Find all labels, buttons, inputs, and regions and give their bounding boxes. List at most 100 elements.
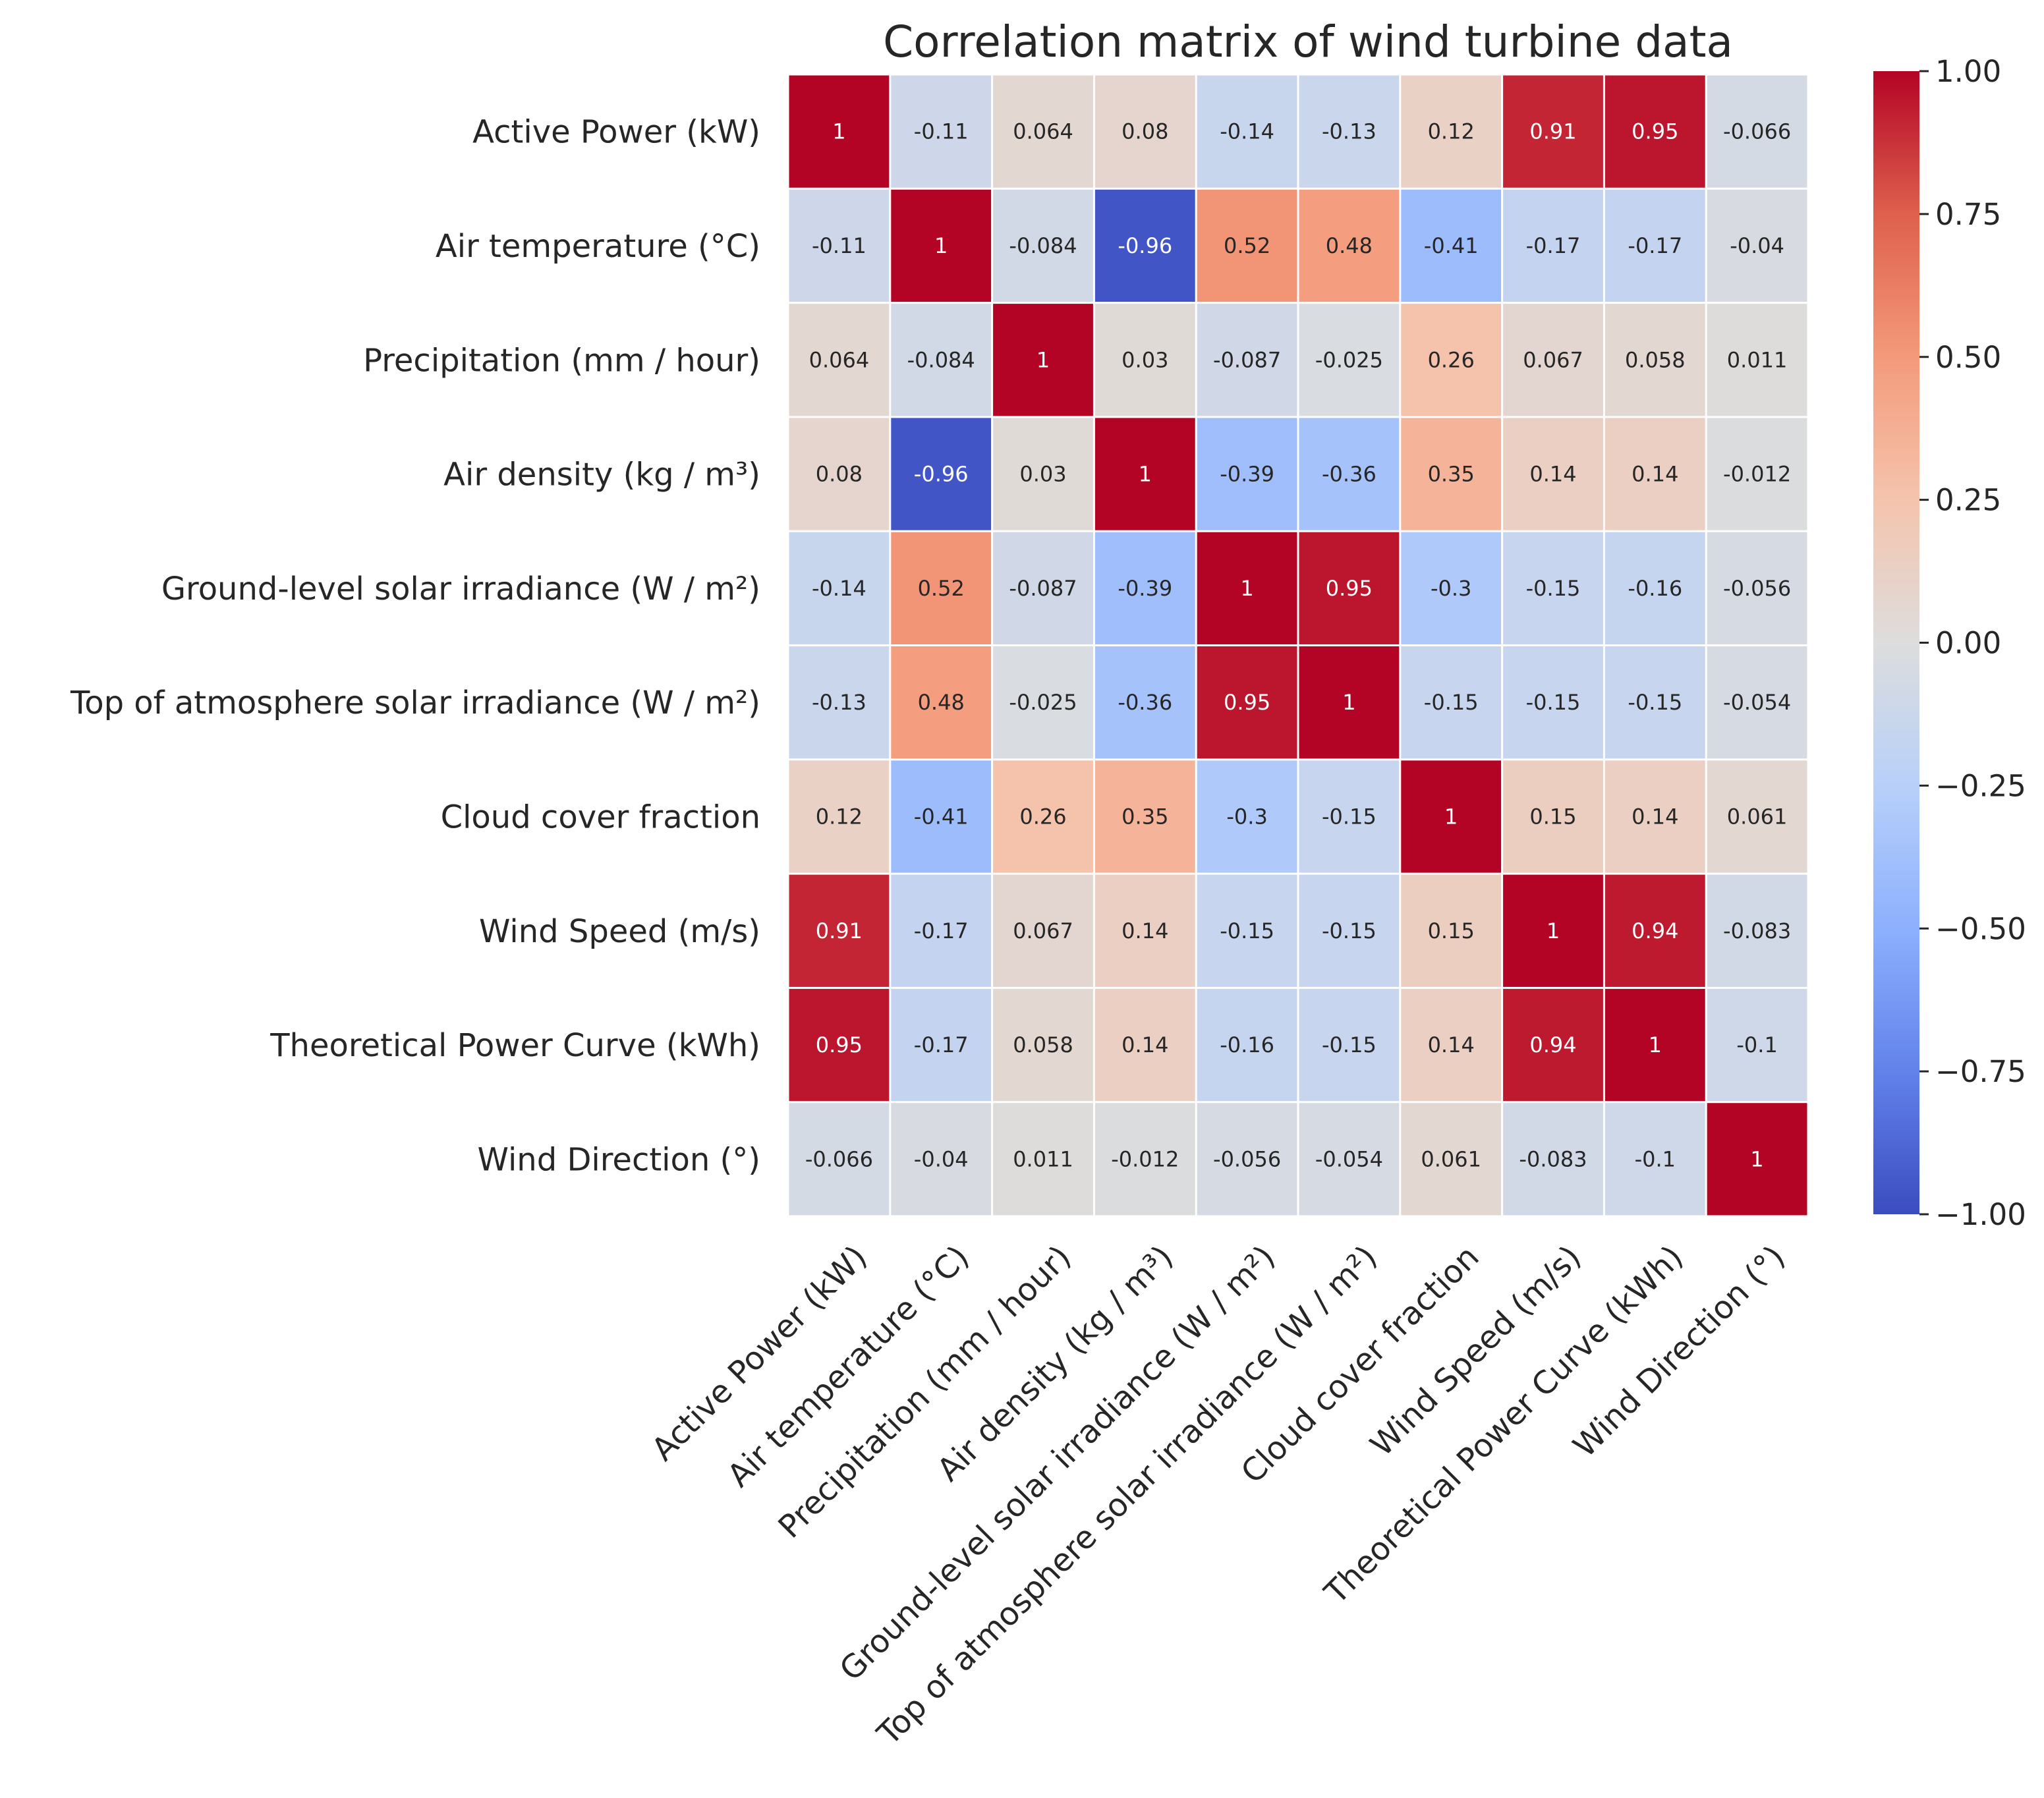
y-tick-label: Precipitation (mm / hour) (363, 342, 760, 379)
heatmap-cell (1503, 418, 1603, 530)
cell-value-label: 0.08 (816, 462, 863, 487)
heatmap-cell (1707, 75, 1807, 188)
cell-value-label: -0.17 (1526, 233, 1581, 258)
cell-value-label: 1 (1547, 918, 1560, 943)
cell-value-label: -0.15 (1424, 690, 1479, 715)
heatmap-cell (1707, 1103, 1807, 1216)
cell-value-label: 0.067 (1013, 918, 1073, 943)
y-tick-label: Air temperature (°C) (436, 228, 760, 265)
heatmap-cell (891, 75, 992, 188)
heatmap-cell (1299, 532, 1400, 644)
cell-value-label: 0.35 (1121, 804, 1168, 829)
heatmap-cell (1604, 646, 1705, 759)
heatmap-cell (1604, 988, 1705, 1102)
cell-value-label: -0.025 (1009, 690, 1077, 715)
colorbar-tick-label: −0.50 (1935, 911, 2026, 946)
heatmap-cell (1094, 988, 1195, 1102)
cell-value-label: -0.1 (1736, 1032, 1777, 1057)
cell-value-label: -0.066 (1723, 119, 1791, 144)
cell-value-label: -0.012 (1111, 1146, 1179, 1171)
heatmap-cell (789, 532, 890, 644)
cell-value-label: -0.11 (812, 233, 866, 258)
heatmap-cell (993, 189, 1093, 302)
heatmap-cell (789, 1103, 890, 1216)
cell-value-label: -0.15 (1322, 918, 1377, 943)
heatmap-cell (1401, 304, 1502, 416)
heatmap-cell (1401, 418, 1502, 530)
heatmap-cell (1707, 189, 1807, 302)
heatmap-cell (1299, 1103, 1400, 1216)
y-axis-tick-labels: Active Power (kW) Air temperature (°C) Pre… (70, 114, 760, 1179)
heatmap-cell (1503, 988, 1603, 1102)
heatmap-cell (993, 874, 1093, 987)
heatmap-cell (891, 988, 992, 1102)
cell-value-label: 0.35 (1428, 462, 1475, 487)
heatmap-cell (789, 874, 890, 987)
y-tick-label: Air density (kg / m³) (443, 457, 760, 493)
cell-value-label: 0.14 (1121, 918, 1168, 943)
cell-value-label: 0.058 (1625, 347, 1686, 372)
heatmap-cell (1707, 532, 1807, 644)
heatmap-cell (1299, 75, 1400, 188)
cell-value-label: 0.52 (1224, 233, 1270, 258)
heatmap-cell (993, 646, 1093, 759)
cell-value-label: 0.52 (918, 576, 965, 601)
cell-value-label: 0.061 (1727, 804, 1788, 829)
cell-value-label: 0.95 (816, 1032, 863, 1057)
cell-value-label: 1 (1750, 1146, 1763, 1171)
heatmap-cell (1299, 988, 1400, 1102)
heatmap-cell (891, 418, 992, 530)
heatmap-cell (993, 1103, 1093, 1216)
y-tick-label: Theoretical Power Curve (kWh) (270, 1027, 760, 1064)
colorbar-tick-label: −0.25 (1935, 768, 2026, 803)
y-tick-label: Active Power (kW) (472, 114, 760, 151)
cell-value-label: -0.15 (1322, 804, 1377, 829)
heatmap-cells: 1 -0.11 0.064 0.08 -0.14 -0.13 0.12 0.91 0.95 -0.… (789, 75, 1807, 1216)
cell-value-label: -0.04 (914, 1146, 969, 1171)
cell-value-label: 0.011 (1727, 347, 1788, 372)
heatmap-cell (1604, 1103, 1705, 1216)
heatmap-cell (993, 304, 1093, 416)
heatmap-cell (1197, 75, 1297, 188)
cell-value-label: 1 (1139, 462, 1152, 487)
heatmap-cell (1503, 760, 1603, 873)
cell-value-label: 0.94 (1529, 1032, 1576, 1057)
cell-value-label: -0.15 (1526, 576, 1581, 601)
cell-value-label: -0.3 (1226, 804, 1267, 829)
heatmap-cell (1094, 532, 1195, 644)
cell-value-label: 0.14 (1428, 1032, 1475, 1057)
cell-value-label: -0.17 (1628, 233, 1682, 258)
heatmap-cell (1299, 874, 1400, 987)
cell-value-label: 0.95 (1224, 690, 1270, 715)
cell-value-label: -0.15 (1322, 1032, 1377, 1057)
cell-value-label: 0.12 (816, 804, 863, 829)
cell-value-label: 1 (832, 119, 845, 144)
heatmap-cell (789, 646, 890, 759)
cell-value-label: -0.025 (1315, 347, 1383, 372)
cell-value-label: 0.95 (1326, 576, 1373, 601)
heatmap-cell (1094, 874, 1195, 987)
cell-value-label: -0.39 (1118, 576, 1172, 601)
cell-value-label: 0.95 (1632, 119, 1678, 144)
cell-value-label: 0.03 (1019, 462, 1066, 487)
cell-value-label: -0.083 (1519, 1146, 1587, 1171)
cell-value-label: -0.13 (1322, 119, 1377, 144)
heatmap-cell (789, 418, 890, 530)
cell-value-label: -0.054 (1315, 1146, 1383, 1171)
heatmap-cell (1401, 760, 1502, 873)
heatmap-cell (891, 304, 992, 416)
heatmap-cell (1299, 304, 1400, 416)
cell-value-label: -0.087 (1213, 347, 1281, 372)
heatmap-cell (1401, 646, 1502, 759)
cell-value-label: -0.17 (914, 918, 969, 943)
cell-value-label: 0.061 (1421, 1146, 1481, 1171)
cell-value-label: -0.96 (1118, 233, 1172, 258)
cell-value-label: -0.41 (1424, 233, 1479, 258)
heatmap-cell (1503, 646, 1603, 759)
heatmap-cell (1094, 1103, 1195, 1216)
cell-value-label: 0.08 (1121, 119, 1168, 144)
heatmap-cell (1299, 189, 1400, 302)
heatmap-cell (993, 75, 1093, 188)
heatmap-cell (1604, 760, 1705, 873)
